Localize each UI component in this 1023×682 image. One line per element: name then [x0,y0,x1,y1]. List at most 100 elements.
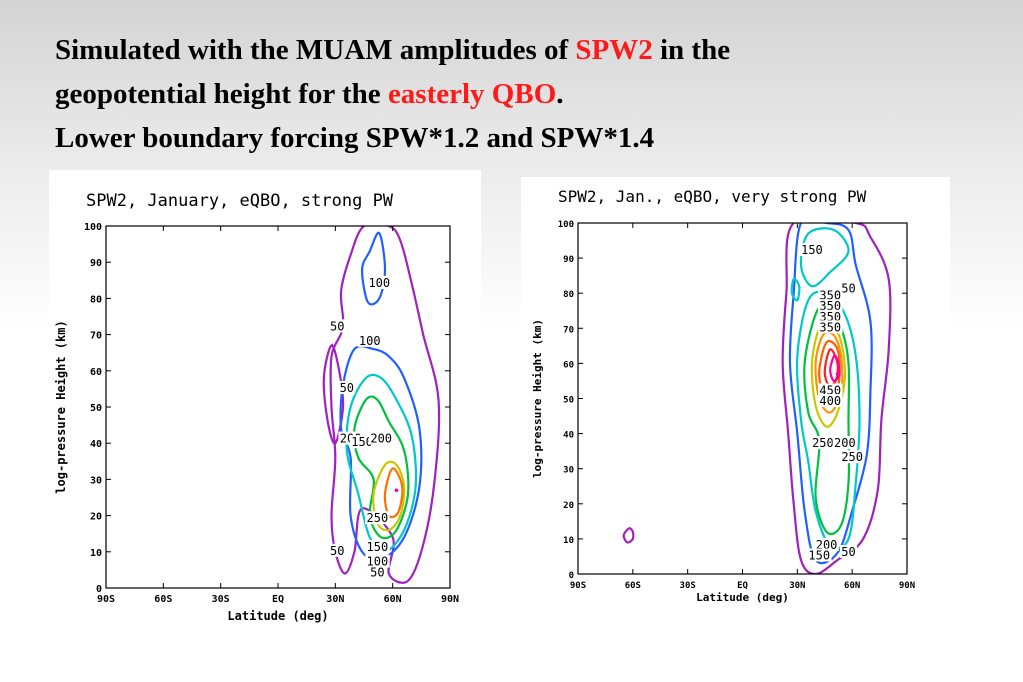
contour-plot-svg: SPW2, January, eQBO, strong PW 90S 60S 30S E… [54,191,459,623]
contour-line-150 [799,227,850,288]
y-tick-label: 50 [90,403,102,414]
chart-title: SPW2, January, eQBO, strong PW [86,191,394,211]
x-tick-label: 30N [789,581,805,591]
contour-label: 350 [819,289,841,303]
contour-group [622,223,892,574]
x-tick-label: EQ [737,581,748,591]
x-tick-label: 90S [97,594,115,605]
title-highlight-qbo: easterly QBO [387,78,557,110]
maximum-marker [835,372,840,376]
title-text: geopotential height for the [55,78,388,110]
contour-label-bg [814,537,839,551]
x-axis-label: Latitude (deg) [696,591,789,604]
contour-label: 350 [819,299,841,313]
contour-label: 200 [834,436,856,450]
contour-line-300 [383,467,404,519]
contour-label: 100 [359,334,381,348]
contour-label: 250 [367,511,389,525]
x-tick-label: 30S [680,581,696,591]
contour-label-bg [367,275,392,289]
slide-title: Simulated with the MUAM amplitudes of SP… [55,28,1015,160]
contour-label-bg [832,436,858,450]
title-text: . [556,78,564,110]
y-axis-label: log-pressure Height (km) [531,319,544,478]
contour-label: 200 [370,432,392,446]
contour-label: 200 [816,538,838,552]
contour-label: 100 [367,555,389,569]
y-tick-label: 50 [563,396,574,406]
y-tick-label: 90 [90,258,102,269]
contour-label-bg [349,435,375,449]
y-tick-label: 40 [90,439,102,450]
contour-line-150 [790,277,801,302]
contour-line-250 [372,460,406,532]
y-tick-label: 70 [563,325,574,335]
y-tick-label: 30 [90,475,102,486]
contour-label: 50 [841,545,855,559]
contour-label: 50 [370,566,384,580]
contour-line-200 [352,395,410,540]
contour-label: 150 [351,435,373,449]
x-tick-label: 90N [441,594,459,605]
contour-label: 50 [330,319,344,333]
y-tick-label: 60 [563,360,574,370]
contour-label-bg [368,565,386,579]
contour-line-100 [360,231,387,306]
y-tick-label: 0 [96,584,102,595]
y-tick-label: 80 [563,290,574,300]
y-tick-label: 40 [563,431,574,441]
x-tick-label: 60N [844,581,860,591]
y-tick-label: 100 [84,222,102,233]
title-line-3: Lower boundary forcing SPW*1.2 and SPW*1… [55,122,655,154]
contour-label-bg [365,511,390,525]
contour-label: 250 [841,450,863,464]
x-tick-label: 30S [212,594,230,605]
y-tick-label: 20 [90,512,102,523]
y-tick-label: 100 [558,220,574,230]
contour-label-bg [338,380,356,394]
x-axis-label: Latitude (deg) [227,609,328,623]
contour-label: 400 [819,394,841,408]
maximum-marker [394,488,399,493]
contour-line-50 [322,343,345,445]
title-line-2: geopotential height for the easterly QBO… [55,72,1015,116]
x-tick-label: 60S [625,581,641,591]
contour-label: 50 [340,381,354,395]
chart-title: SPW2, Jan., eQBO, very strong PW [558,187,867,206]
contour-label-bg [817,394,843,408]
contour-label: 350 [819,320,841,334]
y-tick-label: 20 [563,501,574,511]
x-tick-label: 60N [384,594,402,605]
contour-label-bg [328,543,346,557]
contour-label: 150 [801,243,823,257]
contour-label-bg [807,548,832,562]
x-tick-label: 90N [899,581,915,591]
contour-plot-very-strong-pw: SPW2, Jan., eQBO, very strong PW 90S 60S 30… [521,177,950,617]
y-tick-label: 70 [90,331,102,342]
y-tick-label: 90 [563,255,574,265]
contour-label: 50 [841,282,855,296]
x-tick-label: 30N [326,594,344,605]
contour-label-bg [365,540,390,554]
contour-label: 100 [368,276,390,290]
y-tick-label: 60 [90,367,102,378]
contour-label-bg [799,243,825,257]
contour-plot-svg: SPW2, Jan., eQBO, very strong PW 90S 60S 30… [531,187,915,604]
contour-label-bg [839,450,865,464]
y-tick-label: 30 [563,466,574,476]
title-highlight-spw2: SPW2 [575,34,653,66]
y-tick-label: 10 [563,536,574,546]
contour-line-100 [788,223,873,565]
contour-plot-strong-pw: SPW2, January, eQBO, strong PW 90S 60S 30S E… [49,170,481,640]
contour-label-bg [810,436,836,450]
contour-label: 50 [330,544,344,558]
contour-label-bg [328,319,346,333]
contour-label: 150 [808,548,830,562]
x-tick-label: 60S [154,594,172,605]
y-tick-label: 0 [569,571,574,581]
contour-label-bg [840,281,858,295]
contour-label-bg [817,320,843,334]
y-axis-label: log-pressure Height (km) [54,320,68,493]
contour-label-bg [817,288,843,302]
contour-label-bg [817,383,843,397]
